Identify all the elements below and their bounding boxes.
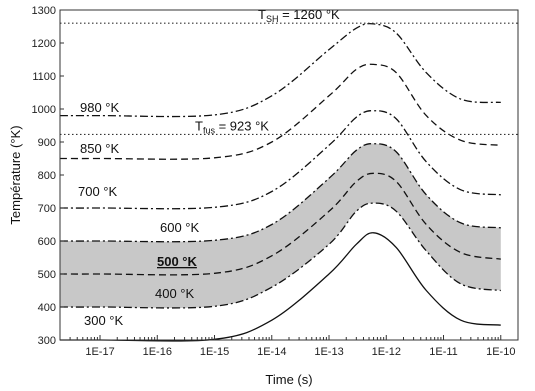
series-line-300-k <box>59 232 501 342</box>
y-tick-label-700: 700 <box>38 203 56 215</box>
series-label-850-k: 850 °K <box>80 141 120 156</box>
y-tick-label-1000: 1000 <box>32 104 56 116</box>
y-tick-label-600: 600 <box>38 236 56 248</box>
series-line-600-k <box>59 143 501 243</box>
series-line-700-k <box>59 110 501 210</box>
x-tick-label-1e-17: 1E-17 <box>85 346 114 358</box>
y-tick-label-900: 900 <box>38 137 56 149</box>
y-tick-label-800: 800 <box>38 170 56 182</box>
x-tick-label-1e-16: 1E-16 <box>143 346 172 358</box>
series-line-980-k <box>59 22 501 118</box>
y-axis-title: Température (°K) <box>8 125 23 224</box>
reference-label-1260: TSH = 1260 °K <box>258 7 340 24</box>
x-tick-label-1e-14: 1E-14 <box>257 346 286 358</box>
y-tick-label-400: 400 <box>38 302 56 314</box>
series-line-500-k <box>59 172 501 276</box>
series-line-850-k <box>59 63 501 160</box>
reference-label-923: Tfus = 923 °K <box>195 118 269 135</box>
series-label-600-k: 600 °K <box>160 220 200 235</box>
shaded-band <box>60 143 501 308</box>
x-tick-label-1e-13: 1E-13 <box>314 346 343 358</box>
series-label-500-k: 500 °K <box>157 254 198 269</box>
x-tick-label-1e-15: 1E-15 <box>200 346 229 358</box>
y-tick-label-1100: 1100 <box>32 71 56 83</box>
y-tick-label-500: 500 <box>38 269 56 281</box>
x-tick-label-1e-12: 1E-12 <box>372 346 401 358</box>
x-tick-label-1e-11: 1E-11 <box>429 346 458 358</box>
series-line-400-k <box>59 202 501 309</box>
y-tick-label-1300: 1300 <box>32 5 56 17</box>
series-label-700-k: 700 °K <box>78 184 118 199</box>
y-tick-label-300: 300 <box>38 335 56 347</box>
x-tick-label-1e-10: 1E-10 <box>486 346 515 358</box>
series-label-980-k: 980 °K <box>80 100 120 115</box>
x-axis-title: Time (s) <box>265 372 312 387</box>
series-label-300-k: 300 °K <box>84 313 124 328</box>
y-tick-label-1200: 1200 <box>32 38 56 50</box>
series-label-400-k: 400 °K <box>155 286 195 301</box>
